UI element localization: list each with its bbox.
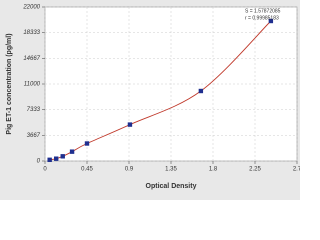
y-tick-label: 22000 bbox=[22, 5, 40, 11]
data-point bbox=[127, 122, 133, 127]
annotation: S = 1.57872085 bbox=[245, 8, 281, 14]
y-tick-label: 0 bbox=[37, 159, 41, 165]
data-point bbox=[268, 18, 274, 24]
data-point bbox=[84, 141, 90, 146]
data-point bbox=[60, 154, 65, 159]
y-tick-label: 14667 bbox=[23, 56, 40, 62]
data-point bbox=[69, 149, 75, 154]
x-axis-title: Optical Density bbox=[146, 183, 197, 190]
y-tick-label: 7333 bbox=[27, 107, 41, 113]
chart: Optical Density Pig ET-1 concentration (… bbox=[0, 0, 300, 200]
data-point bbox=[198, 88, 204, 94]
x-tick-label: 2.7 bbox=[293, 167, 300, 173]
y-axis-title: Pig ET-1 concentration (pg/ml) bbox=[6, 33, 13, 134]
annotation: r = 0.99985183 bbox=[245, 15, 279, 21]
y-tick-label: 3667 bbox=[27, 133, 41, 139]
x-tick-label: 0.45 bbox=[81, 167, 93, 173]
data-point bbox=[47, 157, 52, 163]
x-tick-label: 1.35 bbox=[165, 167, 177, 173]
x-tick-label: 0.9 bbox=[125, 167, 134, 173]
x-tick-label: 1.8 bbox=[209, 167, 218, 173]
y-tick-label: 18333 bbox=[23, 30, 40, 36]
x-tick-label: 0 bbox=[43, 167, 47, 173]
y-tick-label: 11000 bbox=[24, 82, 41, 88]
x-tick-label: 2.25 bbox=[249, 167, 261, 173]
data-point bbox=[54, 156, 59, 161]
